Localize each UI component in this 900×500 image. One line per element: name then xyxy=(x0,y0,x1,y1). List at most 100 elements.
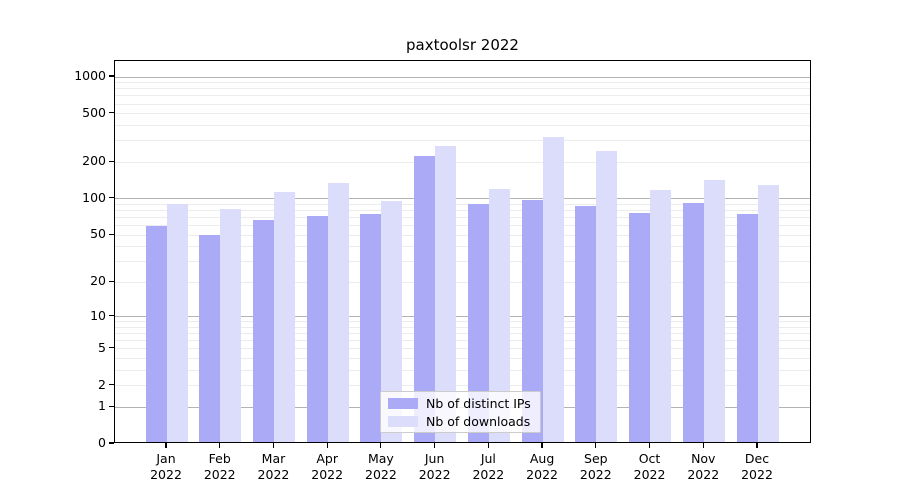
minor-gridline xyxy=(115,321,810,323)
x-tick-month: Jun xyxy=(424,451,445,466)
legend-label-distinct-ips: Nb of distinct IPs xyxy=(426,395,531,411)
plot-area xyxy=(114,60,811,443)
x-tick-mark xyxy=(487,443,489,448)
bar-downloads xyxy=(220,209,242,442)
x-tick-mark xyxy=(648,443,651,448)
bar-distinct-ips xyxy=(467,203,489,442)
bar-downloads xyxy=(703,180,725,442)
minor-gridline xyxy=(115,358,810,359)
distinct-ips-swatch xyxy=(388,397,418,409)
major-gridline xyxy=(115,198,810,200)
y-tick-mark xyxy=(109,315,114,317)
y-tick-mark xyxy=(109,75,114,77)
x-tick-year: 2022 xyxy=(472,467,505,482)
x-tick-mark xyxy=(541,443,543,448)
minor-gridline xyxy=(115,385,810,387)
minor-gridline xyxy=(115,369,810,371)
x-tick-year: 2022 xyxy=(257,467,290,482)
x-tick-label: May 2022 xyxy=(349,451,413,483)
y-tick-label: 1 xyxy=(98,398,106,414)
x-tick-month: Apr xyxy=(316,451,338,466)
x-tick-mark xyxy=(434,443,436,448)
minor-gridline xyxy=(115,348,810,350)
x-tick-year: 2022 xyxy=(687,467,720,482)
x-tick-year: 2022 xyxy=(365,467,397,482)
x-tick-mark xyxy=(756,443,758,448)
minor-gridline xyxy=(115,281,810,283)
bar-distinct-ips xyxy=(360,214,382,442)
minor-gridline xyxy=(115,234,810,236)
downloads-swatch xyxy=(388,415,418,427)
bar-downloads xyxy=(488,188,510,442)
x-tick-label: Sep 2022 xyxy=(564,451,628,483)
x-tick-month: Jul xyxy=(480,451,496,466)
x-tick-label: Nov 2022 xyxy=(671,451,735,483)
legend-label-downloads: Nb of downloads xyxy=(426,413,531,429)
x-tick-year: 2022 xyxy=(633,467,666,482)
x-tick-label: Jun 2022 xyxy=(403,451,467,483)
x-tick-mark xyxy=(326,443,328,448)
bar-distinct-ips xyxy=(199,235,221,442)
x-tick-label: Oct 2022 xyxy=(618,451,682,483)
minor-gridline xyxy=(115,82,810,84)
bar-distinct-ips xyxy=(575,206,597,442)
minor-gridline xyxy=(115,203,810,205)
y-tick-mark xyxy=(109,347,114,349)
bar-distinct-ips xyxy=(736,214,758,442)
x-tick-label: Aug 2022 xyxy=(510,451,574,483)
x-tick-mark xyxy=(702,443,704,448)
y-tick-mark xyxy=(109,442,114,444)
x-tick-year: 2022 xyxy=(150,467,182,482)
major-gridline xyxy=(115,316,810,318)
y-tick-mark xyxy=(109,112,114,114)
x-tick-month: Aug xyxy=(529,451,555,466)
bar-downloads xyxy=(757,185,779,442)
bar-downloads xyxy=(596,150,618,442)
minor-gridline xyxy=(115,225,810,227)
bar-downloads xyxy=(166,204,188,442)
x-tick-year: 2022 xyxy=(418,467,451,482)
x-tick-year: 2022 xyxy=(526,467,558,482)
legend-row-distinct-ips: Nb of distinct IPs xyxy=(388,396,533,411)
bar-distinct-ips xyxy=(521,200,543,442)
major-gridline xyxy=(115,76,810,78)
y-tick-mark xyxy=(109,405,114,407)
bar-downloads xyxy=(381,200,403,442)
bar-distinct-ips xyxy=(629,213,651,442)
y-tick-label: 100 xyxy=(82,189,106,205)
minor-gridline xyxy=(115,210,810,212)
bar-distinct-ips xyxy=(682,203,704,442)
x-tick-month: Feb xyxy=(208,451,231,466)
minor-gridline xyxy=(115,333,810,335)
x-tick-label: Dec 2022 xyxy=(725,451,789,483)
minor-gridline xyxy=(115,125,810,127)
minor-gridline xyxy=(115,113,810,115)
y-tick-mark xyxy=(109,160,114,162)
y-tick-label: 10 xyxy=(90,307,106,323)
y-tick-label: 1000 xyxy=(74,68,106,84)
y-tick-label: 2 xyxy=(98,376,106,392)
chart-title: paxtoolsr 2022 xyxy=(406,36,519,54)
bar-downloads xyxy=(435,145,457,442)
legend: Nb of distinct IPs Nb of downloads xyxy=(380,391,541,433)
minor-gridline xyxy=(115,103,810,105)
minor-gridline xyxy=(115,326,810,328)
x-tick-label: Mar 2022 xyxy=(241,451,305,483)
x-tick-mark xyxy=(272,443,275,448)
bar-distinct-ips xyxy=(306,215,328,442)
minor-gridline xyxy=(115,217,810,219)
x-tick-year: 2022 xyxy=(311,467,344,482)
x-tick-label: Jan 2022 xyxy=(134,451,198,483)
minor-gridline xyxy=(115,95,810,97)
x-tick-month: Mar xyxy=(261,451,286,466)
x-tick-label: Apr 2022 xyxy=(295,451,359,483)
legend-row-downloads: Nb of downloads xyxy=(388,414,533,429)
x-tick-mark xyxy=(595,443,597,448)
bar-distinct-ips xyxy=(414,156,436,442)
minor-gridline xyxy=(115,140,810,142)
y-tick-label: 50 xyxy=(90,226,106,242)
x-tick-month: Oct xyxy=(638,451,661,466)
y-tick-label: 20 xyxy=(90,273,106,289)
bar-downloads xyxy=(650,189,672,442)
minor-gridline xyxy=(115,88,810,90)
